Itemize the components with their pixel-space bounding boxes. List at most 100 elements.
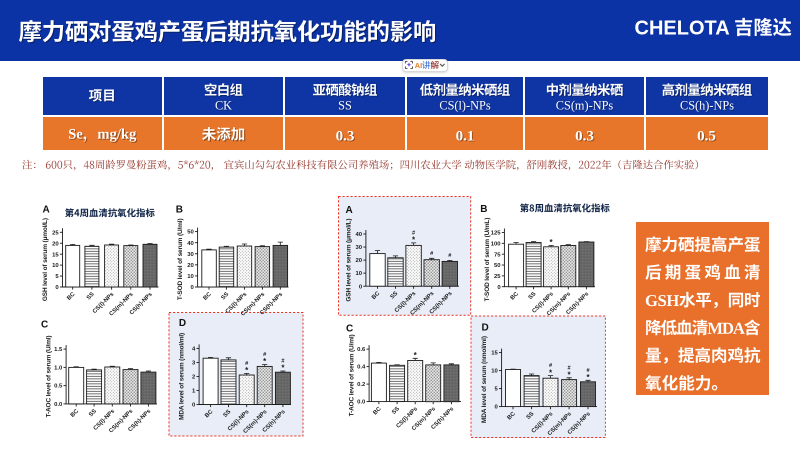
svg-text:#: # <box>263 352 267 358</box>
svg-text:SS: SS <box>339 99 353 113</box>
svg-text:T-AOC level of serum (U/ml): T-AOC level of serum (U/ml) <box>46 336 53 418</box>
svg-text:*: * <box>263 357 267 366</box>
svg-text:0: 0 <box>192 403 196 409</box>
svg-text:0.3: 0.3 <box>575 128 594 144</box>
svg-text:20: 20 <box>187 263 194 269</box>
svg-text:CS(l)-NPs: CS(l)-NPs <box>439 99 490 113</box>
svg-text:#: # <box>586 368 590 374</box>
svg-text:CS(m)-NPs: CS(m)-NPs <box>557 99 615 113</box>
svg-text:50: 50 <box>494 263 501 269</box>
svg-text:0.5: 0.5 <box>697 128 716 144</box>
svg-text:40: 40 <box>187 241 194 247</box>
svg-text:T-SOD level of serum (U/ml): T-SOD level of serum (U/ml) <box>177 219 184 301</box>
svg-text:0.3: 0.3 <box>337 129 356 145</box>
svg-text:BC: BC <box>371 290 382 301</box>
svg-text:0: 0 <box>359 284 363 290</box>
svg-text:15: 15 <box>491 351 498 357</box>
svg-text:BC: BC <box>510 291 521 302</box>
svg-text:SS: SS <box>526 411 536 421</box>
svg-text:0.3: 0.3 <box>336 128 355 144</box>
svg-text:10: 10 <box>491 369 498 375</box>
svg-text:20: 20 <box>52 241 59 247</box>
svg-text:#: # <box>568 365 572 371</box>
svg-text:SS: SS <box>390 291 400 301</box>
svg-text:BC: BC <box>203 291 214 302</box>
svg-text:CS(m)-NPs: CS(m)-NPs <box>556 99 614 113</box>
svg-text:25: 25 <box>494 274 501 280</box>
svg-text:A: A <box>346 205 353 216</box>
svg-text:0.3: 0.3 <box>576 129 595 145</box>
svg-text:0: 0 <box>495 405 499 411</box>
svg-text:100: 100 <box>491 241 502 247</box>
svg-text:#: # <box>412 230 416 236</box>
svg-text:0: 0 <box>191 285 195 291</box>
svg-text:BC: BC <box>507 411 518 422</box>
svg-text:SS: SS <box>528 291 538 301</box>
svg-text:A: A <box>43 205 50 216</box>
svg-text:BC: BC <box>66 291 77 302</box>
svg-text:5: 5 <box>55 274 59 280</box>
svg-text:GSH level of serum (μmol/L): GSH level of serum (μmol/L) <box>42 218 49 301</box>
svg-text:*: * <box>586 373 590 382</box>
svg-text:SS: SS <box>220 292 230 302</box>
svg-text:SS: SS <box>223 409 233 419</box>
svg-text:*: * <box>568 371 572 380</box>
svg-text:40: 40 <box>356 232 363 238</box>
svg-text:C: C <box>346 324 353 335</box>
svg-text:10: 10 <box>356 271 363 277</box>
svg-text:SS: SS <box>391 406 401 416</box>
svg-text:*: * <box>550 238 554 247</box>
svg-text:CK: CK <box>215 99 232 113</box>
svg-text:#: # <box>549 363 553 369</box>
svg-text:*: * <box>281 364 285 373</box>
svg-text:0.0: 0.0 <box>357 400 366 406</box>
svg-text:BC: BC <box>204 409 215 420</box>
svg-text:0.1: 0.1 <box>456 128 475 144</box>
svg-text:D: D <box>179 318 186 329</box>
svg-text:#: # <box>430 251 434 257</box>
svg-text:*: * <box>414 351 418 360</box>
svg-text:B: B <box>176 205 183 216</box>
svg-text:1.0: 1.0 <box>54 366 63 372</box>
svg-text:4: 4 <box>192 347 196 353</box>
svg-text:MDA level of serum (nmol/ml): MDA level of serum (nmol/ml) <box>179 333 186 420</box>
svg-text:CK: CK <box>216 99 233 113</box>
svg-text:#: # <box>448 253 452 259</box>
svg-text:D: D <box>482 323 489 334</box>
svg-text:0: 0 <box>55 285 59 291</box>
svg-text:CS(l)-NPs: CS(l)-NPs <box>440 99 491 113</box>
svg-text:30: 30 <box>356 245 363 251</box>
svg-text:0.6: 0.6 <box>357 347 366 353</box>
svg-text:25: 25 <box>52 230 59 236</box>
svg-text:5: 5 <box>495 387 499 393</box>
svg-text:BC: BC <box>372 406 383 417</box>
svg-text:2: 2 <box>192 375 196 381</box>
svg-text:SS: SS <box>338 99 352 113</box>
svg-text:0.4: 0.4 <box>357 365 366 371</box>
svg-text:50: 50 <box>187 230 194 236</box>
svg-text:75: 75 <box>494 252 501 258</box>
svg-text:BC: BC <box>70 408 81 419</box>
svg-text:CS(h)-NPs: CS(h)-NPs <box>680 99 734 113</box>
svg-text:SS: SS <box>86 292 96 302</box>
svg-text:15: 15 <box>52 252 59 258</box>
svg-text:*: * <box>245 366 249 375</box>
svg-text:GSH level of serum (μmol/L): GSH level of serum (μmol/L) <box>345 219 352 302</box>
svg-text:#: # <box>281 359 285 365</box>
svg-text:SS: SS <box>88 408 98 418</box>
svg-text:20: 20 <box>356 258 363 264</box>
svg-text:*: * <box>412 236 416 245</box>
svg-text:C: C <box>41 320 48 331</box>
svg-text:0.5: 0.5 <box>54 384 63 390</box>
svg-text:CS(h)-NPs: CS(h)-NPs <box>681 99 735 113</box>
svg-text:0.0: 0.0 <box>54 402 63 408</box>
svg-text:3: 3 <box>192 361 196 367</box>
svg-text:B: B <box>480 204 487 215</box>
svg-text:CHELOTA: CHELOTA <box>635 17 730 39</box>
svg-text:10: 10 <box>187 274 194 280</box>
svg-text:10: 10 <box>52 263 59 269</box>
svg-text:AI: AI <box>415 61 422 70</box>
svg-text:MDA level of serum (nmol/ml): MDA level of serum (nmol/ml) <box>481 336 488 423</box>
svg-text:0.2: 0.2 <box>357 382 366 388</box>
svg-text:#: # <box>245 361 249 367</box>
